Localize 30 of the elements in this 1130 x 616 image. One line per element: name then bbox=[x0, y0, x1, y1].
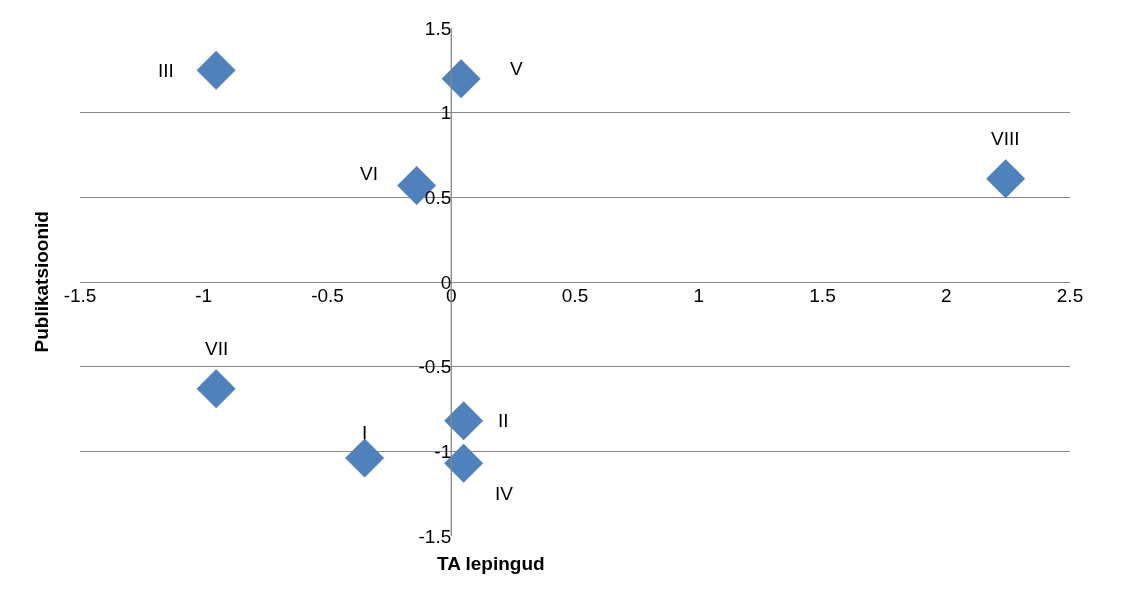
point bbox=[441, 59, 481, 99]
x-tick-label: -1.5 bbox=[63, 285, 97, 306]
x-tick-label: 1 bbox=[693, 285, 705, 306]
y-tick-label: -1 bbox=[434, 440, 452, 462]
point bbox=[444, 401, 484, 441]
y-tick-label: 0.5 bbox=[424, 186, 452, 208]
annotation: III bbox=[158, 60, 174, 81]
y-axis-title: Publikatsioonid bbox=[30, 211, 52, 353]
y-tick-label: -1.5 bbox=[418, 525, 452, 547]
x-tick-label: 0.5 bbox=[561, 285, 589, 306]
point bbox=[196, 50, 236, 90]
x-axis-title: TA lepingud bbox=[437, 553, 545, 574]
x-tick-label: -1 bbox=[195, 285, 213, 306]
x-tick-label: 2 bbox=[940, 285, 952, 306]
x-tick-label: 2.5 bbox=[1056, 285, 1084, 306]
x-tick-label: -0.5 bbox=[311, 285, 344, 306]
annotation: VII bbox=[205, 338, 229, 359]
y-tick-label: 1.5 bbox=[424, 17, 452, 39]
annotation: VIII bbox=[991, 128, 1020, 149]
annotation: VI bbox=[360, 163, 378, 184]
annotation: IV bbox=[495, 483, 514, 504]
y-tick-label: -0.5 bbox=[418, 356, 452, 378]
point bbox=[986, 159, 1026, 199]
annotation: I bbox=[362, 422, 368, 443]
y-tick-label: 1 bbox=[440, 102, 452, 124]
point bbox=[345, 438, 385, 478]
point bbox=[196, 369, 236, 409]
annotation: V bbox=[510, 58, 523, 79]
annotation: II bbox=[498, 410, 509, 431]
x-tick-label: 1.5 bbox=[809, 285, 836, 306]
